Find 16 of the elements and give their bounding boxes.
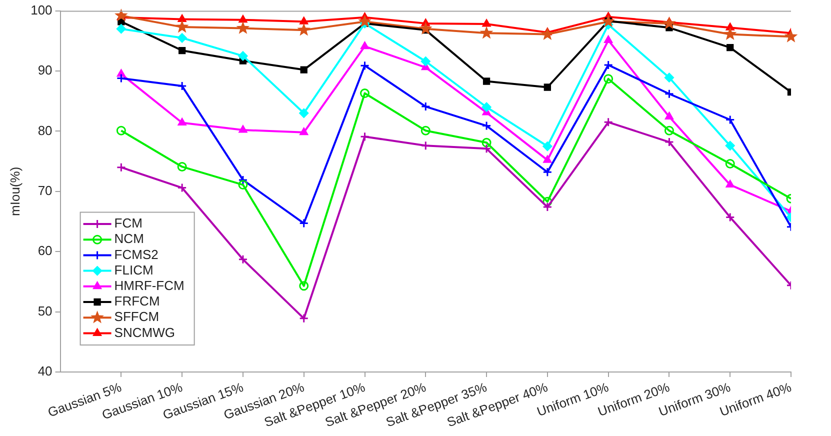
legend-label: FRFCM [114,294,160,309]
legend-label: SFFCM [114,309,160,324]
legend-label: HMRF-FCM [114,278,184,293]
legend-label: FCM [114,216,142,231]
y-tick-label: 60 [38,243,52,258]
legend-label: NCM [114,231,144,246]
y-tick-label: 100 [30,2,52,18]
y-tick-label: 70 [38,182,52,198]
legend-label: FCMS2 [114,246,158,262]
y-tick-label: 40 [38,364,52,379]
y-tick-label: 80 [38,122,52,138]
legend-label: FLICM [114,262,154,278]
y-tick-label: 50 [38,303,52,318]
legend-label: SNCMWG [114,324,175,340]
y-axis-title: mIou(%) [7,166,22,216]
y-tick-label: 90 [38,62,52,78]
